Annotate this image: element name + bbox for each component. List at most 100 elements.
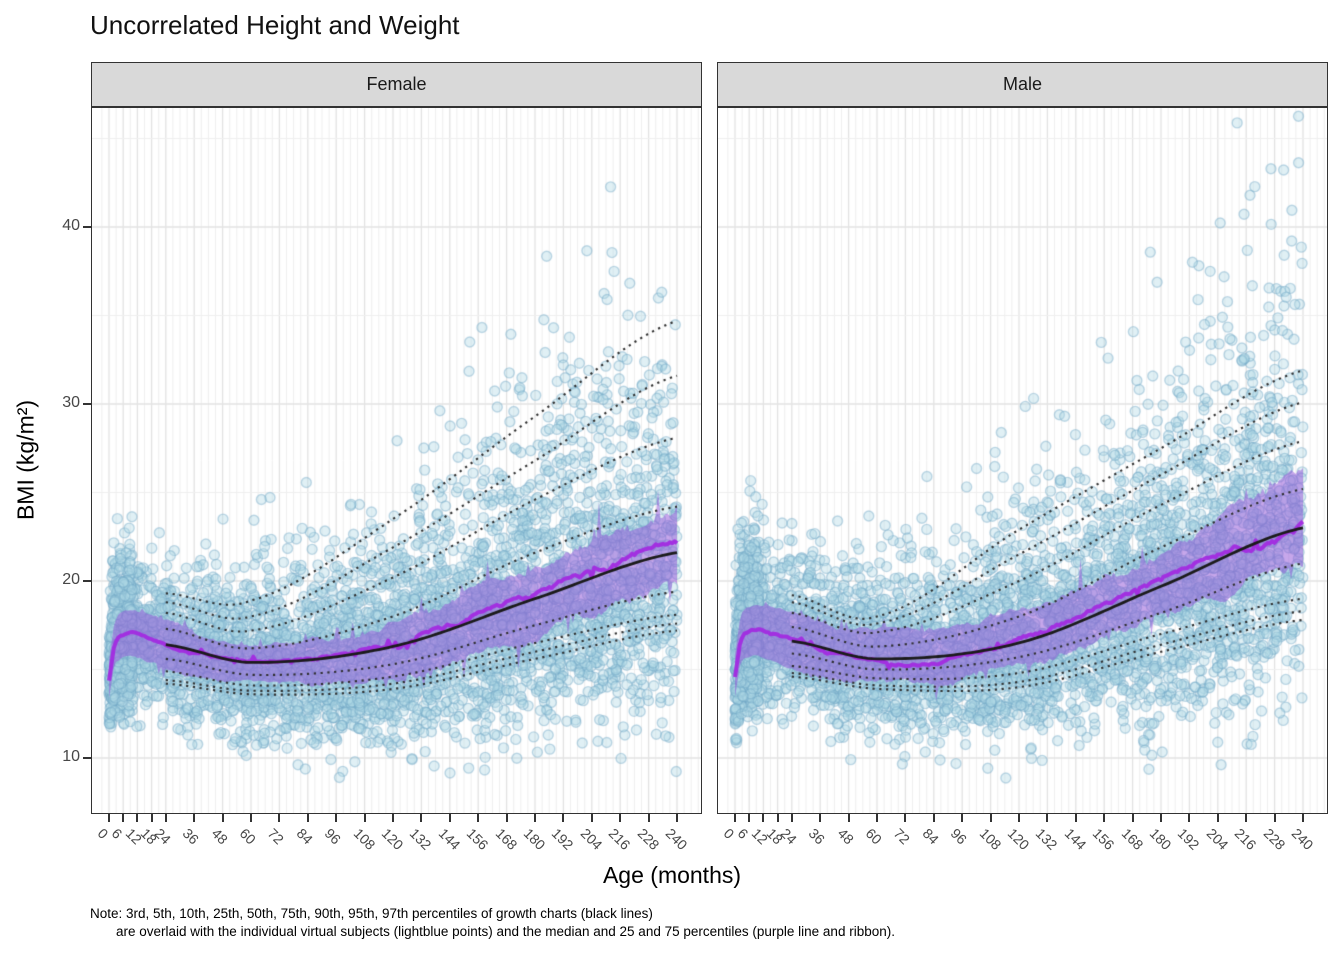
x-tick-mark — [136, 814, 139, 822]
x-tick-mark — [748, 814, 751, 822]
female-panel-canvas — [91, 107, 702, 814]
y-tick-mark — [83, 757, 91, 759]
x-tick-mark — [306, 814, 309, 822]
x-tick-mark — [734, 814, 736, 822]
x-tick-mark — [1074, 814, 1077, 822]
page-title: Uncorrelated Height and Weight — [90, 10, 460, 40]
panel-male — [717, 107, 1328, 814]
y-tick-label: 10 — [62, 748, 80, 765]
x-tick-label: 6 — [734, 825, 752, 842]
x-tick-label: 60 — [236, 825, 260, 848]
x-tick-label: 168 — [492, 825, 521, 853]
x-tick-label: 120 — [378, 825, 407, 853]
x-tick-label: 180 — [520, 825, 549, 853]
x-tick-mark — [904, 814, 907, 822]
x-tick-label: 192 — [1175, 825, 1203, 853]
footnote-line-1: Note: 3rd, 5th, 10th, 25th, 50th, 75th, … — [90, 906, 653, 921]
x-tick-mark — [819, 814, 822, 822]
x-tick-mark — [1131, 814, 1134, 822]
y-tick-mark — [83, 226, 91, 228]
x-tick-mark — [250, 814, 252, 822]
y-tick-label: 30 — [62, 394, 80, 411]
x-tick-label: 180 — [1146, 825, 1175, 853]
x-tick-label: 216 — [1231, 825, 1260, 853]
x-tick-label: 96 — [947, 825, 971, 848]
y-tick-label: 40 — [62, 217, 80, 234]
x-tick-label: 228 — [634, 825, 663, 853]
x-tick-mark — [1302, 814, 1304, 822]
x-tick-label: 192 — [549, 825, 577, 853]
x-tick-mark — [762, 814, 765, 822]
y-tick-mark — [83, 580, 91, 582]
x-tick-mark — [989, 814, 992, 822]
footnote: Note: 3rd, 5th, 10th, 25th, 50th, 75th, … — [90, 905, 895, 940]
x-tick-mark — [335, 814, 338, 822]
x-tick-label: 132 — [407, 825, 435, 853]
male-panel-canvas — [717, 107, 1328, 814]
x-tick-mark — [505, 814, 508, 822]
x-tick-label: 108 — [976, 825, 1005, 853]
x-tick-label: 84 — [293, 825, 316, 848]
x-tick-label: 132 — [1033, 825, 1061, 853]
x-tick-label: 72 — [891, 825, 914, 848]
x-tick-mark — [122, 814, 125, 822]
x-tick-mark — [108, 814, 110, 822]
y-tick-mark — [83, 403, 91, 405]
x-tick-mark — [676, 814, 678, 822]
x-tick-mark — [193, 814, 196, 822]
x-tick-mark — [1046, 814, 1049, 822]
y-tick-label: 20 — [62, 571, 80, 588]
x-tick-label: 168 — [1118, 825, 1147, 853]
x-tick-mark — [590, 814, 593, 822]
x-tick-mark — [1188, 814, 1191, 822]
x-tick-label: 84 — [919, 825, 942, 848]
x-tick-label: 120 — [1004, 825, 1033, 853]
y-axis-title: BMI (kg/m²) — [12, 399, 39, 521]
x-tick-mark — [221, 814, 224, 822]
x-tick-mark — [961, 814, 964, 822]
x-tick-label: 96 — [321, 825, 345, 848]
x-tick-mark — [1103, 814, 1106, 822]
x-tick-label: 36 — [179, 825, 203, 848]
x-tick-mark — [278, 814, 281, 822]
x-tick-mark — [876, 814, 878, 822]
x-tick-label: 0 — [720, 825, 738, 842]
x-tick-label: 36 — [805, 825, 829, 848]
x-tick-mark — [1216, 814, 1219, 822]
x-tick-mark — [647, 814, 650, 822]
x-tick-mark — [562, 814, 565, 822]
x-tick-label: 216 — [605, 825, 634, 853]
x-tick-mark — [790, 814, 793, 822]
x-tick-mark — [847, 814, 850, 822]
x-tick-label: 156 — [463, 825, 492, 853]
facet-strip-male: Male — [717, 62, 1328, 107]
x-tick-mark — [363, 814, 366, 822]
x-tick-label: 144 — [1061, 825, 1090, 853]
x-tick-label: 48 — [208, 825, 231, 848]
x-tick-mark — [534, 814, 536, 822]
facet-strip-female: Female — [91, 62, 702, 107]
panel-female — [91, 107, 702, 814]
x-tick-label: 108 — [350, 825, 379, 853]
x-axis-title: Age (months) — [602, 862, 742, 888]
x-tick-mark — [150, 814, 153, 822]
facet-strip-female-label: Female — [366, 74, 427, 94]
x-tick-label: 240 — [1288, 825, 1317, 853]
x-tick-mark — [932, 814, 935, 822]
facet-strip-male-label: Male — [1002, 74, 1042, 94]
x-tick-label: 204 — [1203, 825, 1232, 853]
x-tick-label: 60 — [862, 825, 886, 848]
x-tick-mark — [392, 814, 394, 822]
x-tick-mark — [1273, 814, 1276, 822]
x-tick-label: 156 — [1089, 825, 1118, 853]
x-tick-mark — [164, 814, 167, 822]
x-tick-mark — [420, 814, 423, 822]
x-tick-label: 24 — [777, 825, 800, 848]
x-tick-mark — [1245, 814, 1248, 822]
x-tick-label: 48 — [834, 825, 857, 848]
footnote-line-2: are overlaid with the individual virtual… — [116, 923, 895, 939]
x-tick-mark — [776, 814, 779, 822]
x-tick-mark — [1018, 814, 1020, 822]
x-tick-mark — [1160, 814, 1162, 822]
